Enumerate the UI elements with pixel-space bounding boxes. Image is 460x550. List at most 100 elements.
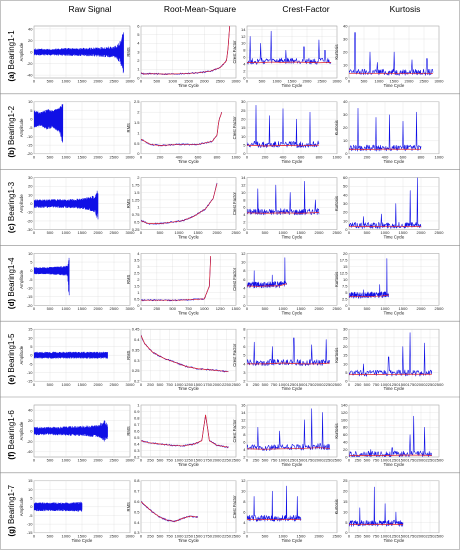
x-tick-label: 500 — [364, 230, 371, 235]
y-tick-label: 0.45 — [132, 327, 141, 332]
x-tick-label: 1000 — [168, 79, 178, 84]
x-tick-label: 3000 — [126, 154, 136, 159]
trend-line — [247, 144, 320, 147]
x-tick-label: 1500 — [194, 382, 204, 387]
y-tick-label: 0.7 — [134, 422, 140, 427]
x-tick-label: 1000 — [232, 154, 242, 159]
x-tick-label: 1750 — [203, 533, 213, 538]
y-tick-label: 15 — [343, 353, 348, 358]
x-tick-label: 2500 — [110, 79, 120, 84]
x-tick-label: 750 — [166, 458, 173, 463]
y-tick-label: 2.5 — [134, 99, 140, 104]
y-tick-label: 0 — [30, 201, 33, 206]
y-tick-label: 0.4 — [134, 520, 140, 525]
y-tick-label: 7.5 — [342, 283, 348, 288]
x-tick-label: 1250 — [288, 458, 298, 463]
bearing-name: Bearing1-6 — [7, 410, 16, 450]
x-tick-label: 2500 — [110, 230, 120, 235]
x-tick-label: 2000 — [315, 533, 325, 538]
x-tick-label: 2500 — [318, 79, 328, 84]
x-tick-label: 2000 — [315, 306, 325, 311]
y-tick-label: 10 — [343, 277, 348, 282]
y-tick-label: 10 — [241, 259, 246, 264]
y-tick-label: 5 — [345, 520, 348, 525]
y-tick-label: -15 — [27, 294, 34, 299]
x-tick-label: 2000 — [94, 382, 104, 387]
x-tick-label: 3000 — [126, 382, 136, 387]
y-tick-label: 30 — [343, 327, 348, 332]
y-tick-label: 60 — [343, 175, 348, 180]
y-tick-label: 40 — [343, 192, 348, 197]
x-tick-label: 1500 — [78, 154, 88, 159]
x-tick-label: 250 — [253, 382, 260, 387]
y-tick-label: 0 — [30, 117, 33, 122]
signal-line — [247, 30, 332, 65]
bearing-name: Bearing1-3 — [7, 181, 16, 221]
x-tick-label: 2250 — [222, 533, 232, 538]
x-tick-label: 400 — [280, 154, 287, 159]
x-tick-label: 500 — [262, 458, 269, 463]
y-axis-label: Amplitude — [19, 421, 24, 440]
x-tick-label: 3000 — [126, 79, 136, 84]
raw-signal-trace — [34, 501, 83, 512]
y-tick-label: 6 — [243, 509, 246, 514]
y-tick-label: 2 — [243, 220, 246, 225]
y-tick-label: 12 — [241, 251, 246, 256]
x-tick-label: 2000 — [200, 79, 210, 84]
row-label: (e) Bearing1-5 — [7, 333, 16, 385]
x-tick-label: 2000 — [405, 79, 415, 84]
x-tick-label: 1500 — [78, 230, 88, 235]
y-tick-label: 0 — [30, 353, 33, 358]
y-tick-label: 20 — [28, 418, 33, 423]
y-axis-label: Amplitude — [19, 194, 24, 213]
y-axis-label: RMS — [126, 47, 131, 57]
y-tick-label: -20 — [27, 151, 34, 156]
signal-line — [349, 32, 434, 76]
x-tick-label: 500 — [364, 382, 371, 387]
y-tick-label: 1.5 — [134, 190, 140, 195]
y-tick-label: -40 — [27, 449, 34, 454]
y-tick-label: 20 — [28, 184, 33, 189]
y-tick-label: -5 — [29, 125, 33, 130]
y-tick-label: 140 — [341, 402, 348, 407]
raw-signal-trace — [34, 351, 108, 359]
y-tick-label: 0 — [137, 303, 140, 308]
x-tick-label: 2500 — [420, 79, 430, 84]
y-tick-label: -15 — [27, 530, 34, 535]
y-tick-label: 0.25 — [132, 368, 141, 373]
x-tick-label: 0 — [33, 306, 36, 311]
x-axis-label: Time Cycle — [178, 462, 199, 467]
x-tick-label: 0 — [246, 458, 249, 463]
x-axis-label: Time Cycle — [178, 83, 199, 88]
y-tick-label: 14 — [241, 27, 246, 32]
y-tick-label: 8 — [243, 327, 246, 332]
x-tick-label: 1500 — [232, 306, 242, 311]
y-tick-label: 12 — [241, 417, 246, 422]
x-tick-label: 250 — [147, 533, 154, 538]
x-tick-label: 2000 — [315, 230, 325, 235]
y-tick-label: 10 — [28, 251, 33, 256]
trend-line — [141, 26, 231, 75]
y-tick-label: 10 — [343, 218, 348, 223]
x-tick-label: 2250 — [324, 382, 334, 387]
x-tick-label: 800 — [214, 154, 221, 159]
x-tick-label: 1000 — [62, 154, 72, 159]
x-tick-label: 3000 — [435, 79, 445, 84]
y-tick-label: 15 — [343, 264, 348, 269]
y-tick-label: 30 — [343, 201, 348, 206]
y-axis-label: RMS — [126, 199, 131, 209]
x-tick-label: 600 — [195, 154, 202, 159]
x-tick-label: 2000 — [94, 458, 104, 463]
y-tick-label: -10 — [27, 370, 34, 375]
x-tick-label: 250 — [153, 306, 160, 311]
x-tick-label: 500 — [157, 458, 164, 463]
x-tick-label: 1000 — [333, 154, 343, 159]
x-axis-label: Time Cycle — [384, 310, 405, 315]
y-tick-label: 40 — [28, 408, 33, 413]
trend-line — [247, 362, 330, 365]
x-tick-label: 2500 — [435, 458, 445, 463]
x-tick-label: 0 — [140, 306, 143, 311]
y-tick-label: -40 — [27, 73, 34, 78]
y-tick-label: 10 — [241, 489, 246, 494]
y-tick-label: 30 — [28, 175, 33, 180]
